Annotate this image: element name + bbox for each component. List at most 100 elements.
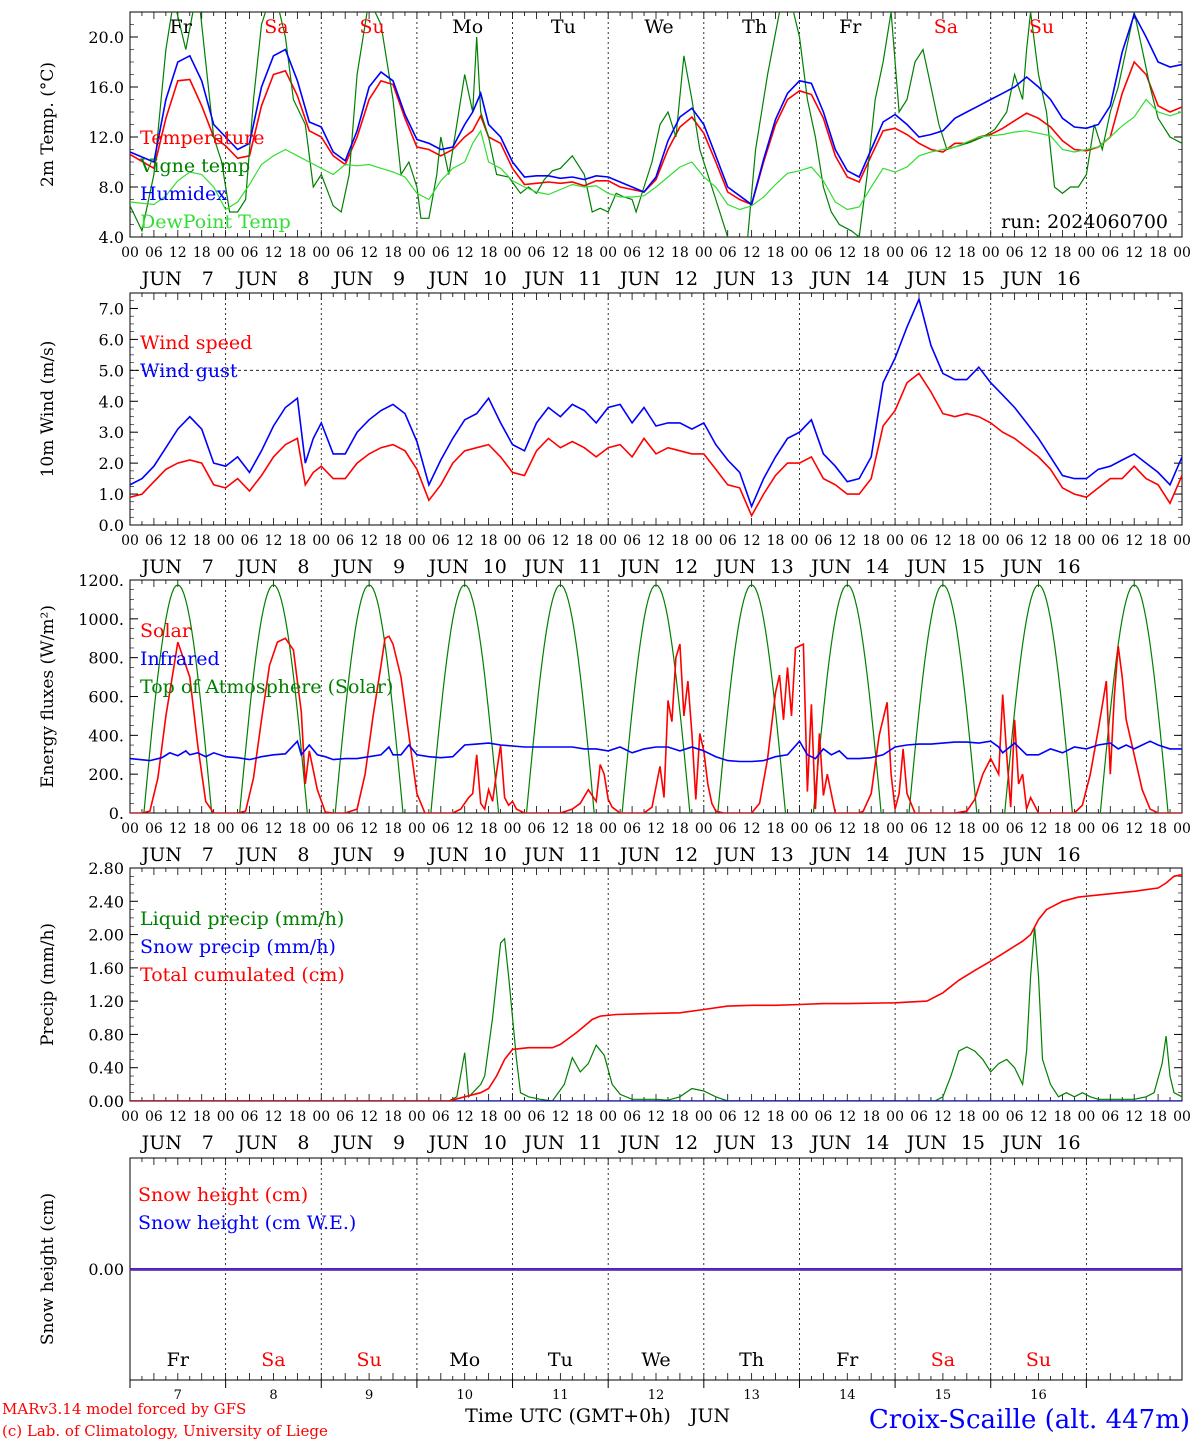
panel3-hour-label: 06 — [1101, 821, 1119, 837]
panel2-hour-label: 06 — [432, 533, 450, 549]
panel2-hour-label: 12 — [551, 533, 569, 549]
panel2-frame — [129, 292, 1183, 526]
panel3-hour-label: 00 — [312, 821, 330, 837]
panel4-hour-label: 18 — [480, 1109, 498, 1125]
panel4-hour-label: 12 — [647, 1109, 665, 1125]
bottom-date-label: 7 — [174, 1388, 182, 1403]
panel4-hour-label: 12 — [456, 1109, 474, 1125]
top-day-label: Th — [742, 16, 767, 38]
panel4-ytick-label: 2.80 — [88, 859, 124, 878]
panel5-ylabel: Snow height (cm) — [38, 1193, 58, 1345]
panel3-month-label: JUN — [809, 844, 851, 866]
panel1-hour-label: 12 — [1030, 245, 1048, 261]
panel1-hour-label: 12 — [838, 245, 856, 261]
panel1-hour-label: 18 — [767, 245, 785, 261]
panel1-hour-label: 00 — [599, 245, 617, 261]
panel2-hour-label: 12 — [647, 533, 665, 549]
panel3-series-toa — [143, 584, 1169, 813]
panel2-hour-label: 18 — [862, 533, 880, 549]
panel4-date-label: 15 — [961, 1132, 985, 1154]
panel3-ylabel: Energy fluxes (W/m²) — [38, 605, 58, 788]
panel3-series-line — [130, 635, 1182, 813]
panel4-month-label: JUN — [1000, 1132, 1042, 1154]
panel3-hour-label: 18 — [862, 821, 880, 837]
panel2-hour-label: 00 — [1173, 533, 1191, 549]
bottom-date-label: 13 — [743, 1388, 760, 1403]
top-day-label: Mo — [452, 16, 483, 38]
panel4-hour-label: 18 — [288, 1109, 306, 1125]
panel3-hour-label: 12 — [456, 821, 474, 837]
bottom-day-label: Tu — [548, 1349, 573, 1371]
panel4-hour-label: 00 — [504, 1109, 522, 1125]
panel1-series-line — [130, 98, 1182, 211]
panel4-hour-label: 12 — [743, 1109, 761, 1125]
top-day-label: Sa — [264, 16, 288, 38]
panel1-hour-label: 12 — [1125, 245, 1143, 261]
bottom-day-label: Sa — [931, 1349, 955, 1371]
panel2-ytick-label: 4.0 — [99, 392, 124, 411]
panel2-date-label: 7 — [202, 556, 214, 578]
panel1-hour-label: 00 — [312, 245, 330, 261]
panel2-hour-label: 06 — [910, 533, 928, 549]
bottom-date-label: 16 — [1030, 1388, 1047, 1403]
panel2-date-label: 13 — [770, 556, 794, 578]
panel4-hour-label: 18 — [1054, 1109, 1072, 1125]
panel4-hour-label: 00 — [408, 1109, 426, 1125]
panel3-ytick-label: 800. — [88, 649, 124, 668]
panel2-hour-label: 18 — [288, 533, 306, 549]
panel3-date-label: 12 — [674, 844, 698, 866]
panel1-hour-label: 18 — [480, 245, 498, 261]
panel3-series-line — [130, 739, 1182, 763]
bottom-date-label: 11 — [552, 1388, 569, 1403]
panel3-hour-label: 18 — [1054, 821, 1072, 837]
top-day-label: Su — [1029, 16, 1054, 38]
panel2-hour-label: 00 — [217, 533, 235, 549]
run-label: run: 2024060700 — [1001, 211, 1168, 233]
panel2-ytick-label: 7.0 — [99, 299, 124, 318]
panel4-ytick-label: 2.00 — [88, 926, 124, 945]
panel1-hour-label: 18 — [1054, 245, 1072, 261]
panel3-hour-label: 00 — [982, 821, 1000, 837]
panel4-ytick-label: 0.80 — [88, 1025, 124, 1044]
panel2-month-label: JUN — [427, 556, 469, 578]
panel1-ytick-label: 4.0 — [99, 228, 124, 247]
panel2-hour-label: 12 — [265, 533, 283, 549]
panel2-ytick-label: 5.0 — [99, 361, 124, 380]
panel4-month-label: JUN — [905, 1132, 947, 1154]
panel1-hour-label: 00 — [408, 245, 426, 261]
panel4-series-line — [130, 873, 1182, 1101]
panel3-month-label: JUN — [618, 844, 660, 866]
panel2-month-label: JUN — [905, 556, 947, 578]
panel3-hour-label: 12 — [743, 821, 761, 837]
panel1-hour-label: 06 — [432, 245, 450, 261]
panel1-hour-label: 00 — [695, 245, 713, 261]
top-day-label: Tu — [551, 16, 576, 38]
panel1-hour-label: 12 — [551, 245, 569, 261]
panel2-hour-label: 18 — [1054, 533, 1072, 549]
panel4-date-label: 11 — [578, 1132, 602, 1154]
panel3-ytick-label: 0. — [109, 804, 124, 823]
panel2-hour-label: 00 — [886, 533, 904, 549]
panel3-hour-label: 18 — [767, 821, 785, 837]
panel1-hour-label: 12 — [934, 245, 952, 261]
panel2-ytick-label: 2.0 — [99, 454, 124, 473]
panel2-hour-label: 00 — [1077, 533, 1095, 549]
bottom-date-label: 9 — [365, 1388, 373, 1403]
panel1-hour-label: 06 — [145, 245, 163, 261]
panel2-hour-label: 12 — [1030, 533, 1048, 549]
bottom-day-label: Fr — [836, 1349, 859, 1371]
panel3-date-label: 16 — [1056, 844, 1080, 866]
top-day-label: Su — [359, 16, 384, 38]
panel2-month-label: JUN — [522, 556, 564, 578]
panel1-month-label: JUN — [140, 268, 182, 290]
panel4-hour-label: 06 — [336, 1109, 354, 1125]
panel4-month-label: JUN — [140, 1132, 182, 1154]
panel1-legend-entry: DewPoint Temp — [140, 211, 291, 233]
panel1-series-line — [130, 12, 1182, 237]
credit-line-2: (c) Lab. of Climatology, University of L… — [2, 1422, 328, 1440]
panel4-hour-label: 06 — [623, 1109, 641, 1125]
panel4-hour-label: 12 — [934, 1109, 952, 1125]
panel2-hour-label: 18 — [671, 533, 689, 549]
panel1-date-label: 15 — [961, 268, 985, 290]
panel1-ytick-label: 16.0 — [88, 78, 124, 97]
